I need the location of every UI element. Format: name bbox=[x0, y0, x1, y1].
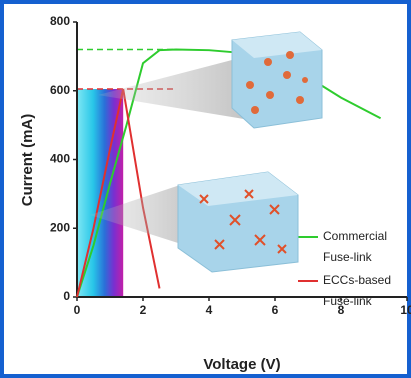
figure: 02004006008000246810 Current (mA) Voltag… bbox=[0, 0, 411, 378]
y-tick-label: 600 bbox=[50, 83, 70, 97]
y-axis-title: Current (mA) bbox=[19, 114, 36, 207]
legend-label: ECCs-based Fuse-link bbox=[323, 270, 393, 312]
illustration bbox=[90, 32, 322, 272]
x-tick-label: 10 bbox=[400, 303, 411, 317]
x-tick-label: 2 bbox=[140, 303, 147, 317]
x-tick-label: 4 bbox=[206, 303, 213, 317]
chart: 02004006008000246810 Current (mA) Voltag… bbox=[0, 0, 411, 378]
y-tick-label: 200 bbox=[50, 220, 70, 234]
y-tick-label: 400 bbox=[50, 152, 70, 166]
y-tick-label: 800 bbox=[50, 14, 70, 28]
x-tick-label: 0 bbox=[74, 303, 81, 317]
x-axis-title: Voltage (V) bbox=[203, 356, 280, 373]
legend-label: Commercial Fuse-link bbox=[323, 226, 393, 268]
y-tick-label: 0 bbox=[63, 289, 70, 303]
x-tick-label: 6 bbox=[272, 303, 279, 317]
